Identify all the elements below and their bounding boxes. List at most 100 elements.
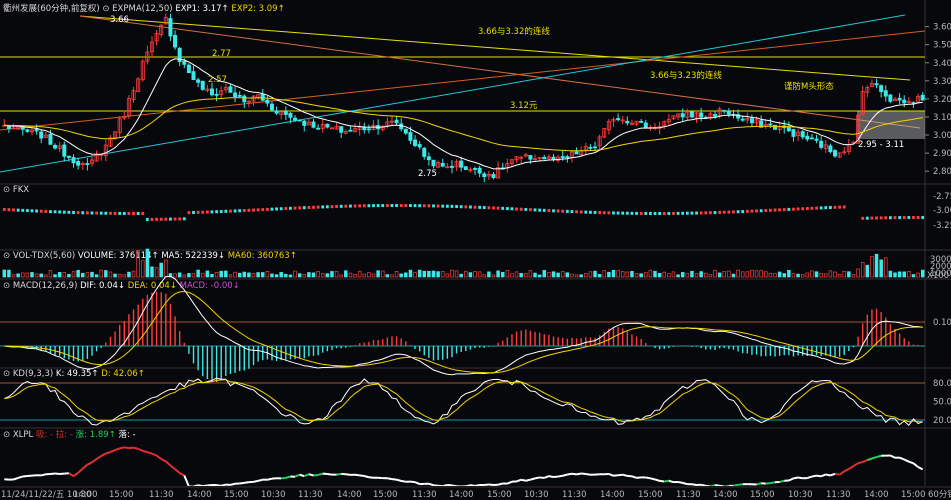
fkx-bar	[12, 208, 15, 212]
xlpl-segment	[797, 476, 803, 480]
fkx-bar	[182, 217, 186, 221]
xlpl-segment	[714, 484, 720, 487]
candle	[819, 136, 824, 150]
fkx-bar	[141, 211, 145, 215]
candle-body	[242, 95, 247, 103]
volume-bar	[284, 273, 288, 278]
candle	[477, 165, 482, 178]
time-axis-label: 14:00	[600, 490, 625, 500]
volume-bar	[533, 272, 537, 278]
volume-bar	[362, 273, 367, 278]
candle-body	[819, 140, 824, 148]
xlpl-segment	[830, 472, 836, 477]
candle-body	[556, 156, 561, 161]
volume-bar	[256, 272, 260, 278]
fkx-bar	[893, 216, 897, 220]
candle	[519, 155, 524, 163]
fkx-bar	[699, 211, 703, 215]
trendline-rising-orange	[0, 30, 926, 131]
fkx-bar	[49, 210, 52, 214]
fkx-bar	[293, 206, 297, 210]
fkx-bar	[575, 210, 578, 214]
volume-bar	[496, 270, 500, 278]
fkx-bar	[593, 210, 597, 214]
candle	[722, 109, 727, 114]
fkx-bar	[349, 204, 352, 208]
candle	[796, 128, 801, 142]
xlpl-segment	[142, 449, 148, 454]
exp2-line	[4, 97, 923, 152]
fkx-bar	[902, 216, 906, 220]
xlpl-segment	[825, 473, 831, 477]
volume-bar	[500, 271, 505, 278]
volume-bar	[708, 274, 713, 278]
fkx-bar	[870, 216, 874, 220]
fkx-bar	[247, 208, 251, 212]
candle	[916, 93, 921, 104]
candle-body	[408, 132, 413, 141]
xlpl-segment	[72, 471, 79, 477]
volume-bar	[182, 274, 187, 278]
volume-bar	[579, 274, 583, 278]
candle-body	[43, 134, 48, 138]
candle	[408, 126, 413, 145]
fkx-bar	[215, 210, 218, 214]
volume-bar	[450, 269, 454, 278]
volume-bar	[371, 273, 376, 278]
volume-bar	[560, 271, 565, 278]
xlpl-title: ⊙ XLPL 吸: - 拉: - 涨: 1.89↑ 落: -	[3, 429, 136, 440]
fkx-bar	[155, 217, 159, 221]
volume-bar	[131, 270, 136, 278]
annotation-low: 2.75	[418, 169, 437, 179]
candle-body	[893, 98, 898, 102]
volume-bar	[907, 271, 911, 278]
volume-bar	[302, 274, 307, 278]
volume-bar	[81, 272, 85, 278]
time-axis-first-label: 11/24/11/22/五 10:30	[1, 490, 91, 500]
candle	[666, 114, 671, 126]
fkx-bar	[113, 211, 117, 215]
volume-bar	[920, 269, 925, 278]
candle-body	[560, 156, 565, 158]
candle-body	[773, 124, 778, 130]
volume-bar	[191, 273, 196, 278]
candle	[269, 100, 274, 113]
xlpl-segment	[354, 473, 360, 477]
volume-bar	[251, 273, 256, 278]
xlpl-segment	[86, 461, 93, 466]
fkx-bar	[72, 210, 75, 214]
annotation-box: 2.95 - 3.11	[858, 140, 904, 150]
candle-body	[759, 120, 764, 128]
fkx-bar	[335, 204, 338, 208]
volume-bar	[547, 272, 551, 278]
volume-bar	[440, 270, 445, 278]
volume-bar	[11, 274, 16, 278]
fkx-bar	[464, 205, 468, 209]
fkx-bar	[469, 205, 472, 209]
xlpl-segment	[497, 482, 503, 486]
candle	[251, 95, 256, 106]
fkx-bar	[529, 208, 532, 212]
candle-body	[145, 51, 150, 62]
candle	[403, 128, 408, 135]
xlpl-segment	[165, 460, 172, 467]
volume-bar	[782, 273, 786, 278]
fkx-bar	[482, 206, 486, 210]
xlpl-segment	[396, 478, 402, 482]
volume-bar	[745, 271, 750, 278]
xlpl-panel: ⊙ XLPL 吸: - 拉: - 涨: 1.89↑ 落: -	[3, 429, 924, 488]
candle	[616, 113, 621, 122]
fkx-bar	[792, 207, 795, 211]
volume-bar	[588, 271, 593, 278]
candle	[602, 128, 607, 139]
xlpl-segment	[876, 454, 882, 459]
candle-body	[186, 64, 191, 74]
xlpl-segment	[13, 477, 19, 481]
xlpl-segment	[889, 454, 896, 459]
volume-bar	[339, 274, 343, 278]
xlpl-segment	[636, 476, 642, 479]
candle-body	[413, 139, 418, 146]
kd-panel: ⊙ KD(9,3,3) K: 49.35↑ D: 42.06↑ 80.00 50.…	[0, 369, 951, 427]
candle	[634, 120, 639, 127]
